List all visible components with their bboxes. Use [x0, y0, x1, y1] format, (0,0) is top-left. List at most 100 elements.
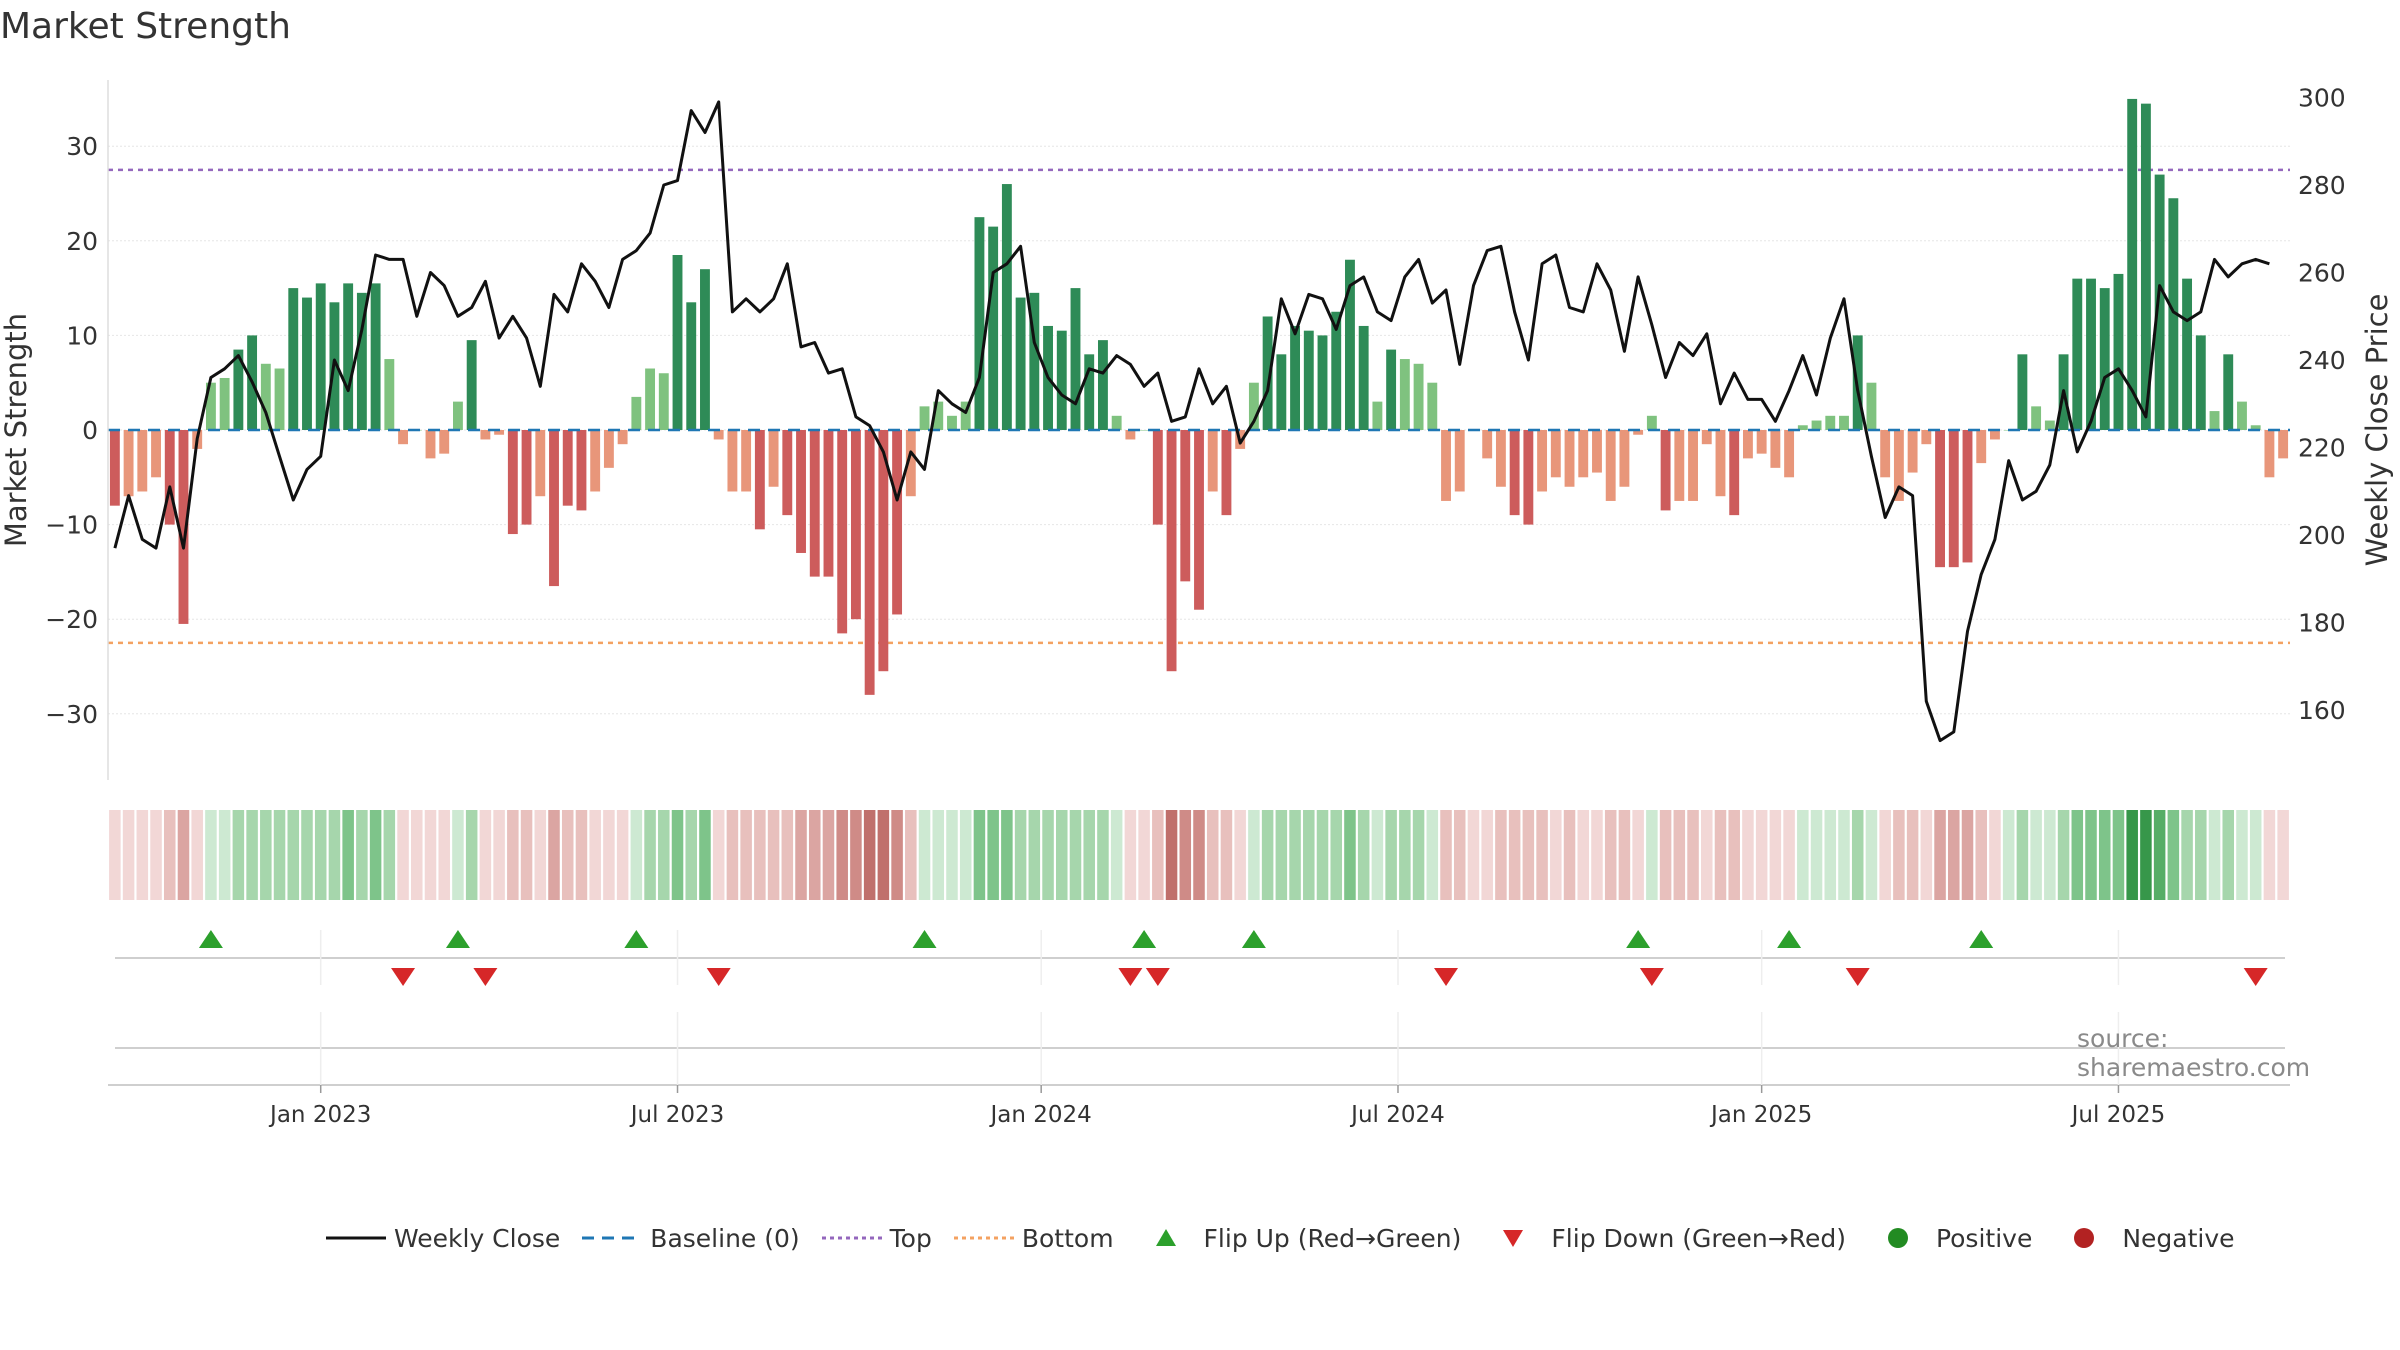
legend-item: Weekly Close	[326, 1223, 560, 1253]
heat-cell	[699, 810, 711, 900]
strength-bar	[1701, 430, 1712, 445]
strength-bar	[384, 359, 395, 430]
strength-bar	[1427, 382, 1438, 430]
strength-bar	[2113, 273, 2124, 430]
heat-cell	[1028, 810, 1041, 900]
strength-bar	[1029, 292, 1040, 430]
strength-bar	[2209, 411, 2220, 430]
heat-cell	[356, 810, 368, 900]
heat-cell	[479, 810, 492, 900]
heat-cell	[1797, 810, 1809, 900]
heat-cell	[959, 810, 972, 900]
heat-cell	[1001, 810, 1013, 900]
heat-cell	[1234, 810, 1246, 900]
strength-bar	[205, 382, 216, 430]
strength-bar	[1921, 430, 1932, 445]
heat-cell	[507, 810, 519, 900]
heat-cell	[1138, 810, 1150, 900]
heat-cell	[561, 810, 574, 900]
flip-up-marker	[1241, 930, 1266, 948]
strength-bar	[370, 283, 381, 430]
heat-cell	[1687, 810, 1699, 900]
strength-bar	[439, 430, 450, 454]
axes: Market Strength Weekly Close Price 30 20 1…	[0, 80, 2394, 780]
strength-bar	[576, 430, 587, 511]
strength-bar	[1674, 430, 1685, 501]
heat-cell	[2222, 810, 2235, 900]
heat-cell	[1083, 810, 1095, 900]
strength-bar	[727, 430, 738, 492]
strength-bar	[398, 430, 408, 445]
strength-bar	[1811, 420, 1822, 430]
heat-cell	[1152, 810, 1164, 900]
strength-bar	[1605, 430, 1616, 501]
flip-up-marker	[1777, 930, 1802, 948]
heat-cell	[177, 810, 190, 900]
y2-tick-label: 200	[2298, 521, 2346, 550]
strength-bar	[2099, 288, 2110, 430]
flip-up-marker	[1132, 930, 1157, 948]
strength-bar	[288, 288, 299, 430]
heat-cell	[314, 810, 327, 900]
heat-cell	[1550, 810, 1562, 900]
heat-cell	[1110, 810, 1123, 900]
strength-bar	[617, 430, 628, 445]
heat-cell	[2195, 810, 2207, 900]
heat-cell	[2140, 810, 2152, 900]
heat-cell	[1536, 810, 1548, 900]
heat-cell	[1124, 810, 1137, 900]
strength-bar	[2223, 354, 2234, 430]
heat-cell	[465, 810, 478, 900]
heat-cell	[644, 810, 656, 900]
strength-bar	[1976, 430, 1987, 464]
heat-cell	[1220, 810, 1233, 900]
strength-bar	[315, 283, 326, 430]
strength-bar	[164, 430, 175, 525]
flip-up-marker	[1626, 930, 1651, 948]
strength-bar	[1303, 330, 1314, 430]
y-tick-label: 20	[66, 227, 98, 256]
strength-bar	[1372, 401, 1383, 430]
strength-bar	[1893, 430, 1904, 501]
strength-bar	[2264, 430, 2275, 478]
strength-bar	[2044, 420, 2055, 430]
strength-bar	[1207, 430, 1218, 492]
strength-bar	[137, 430, 148, 492]
heat-cell	[2208, 810, 2221, 900]
legend-symbol-icon	[582, 1223, 643, 1253]
strength-bar	[1550, 430, 1561, 478]
flip-up-marker	[912, 930, 937, 948]
heat-cell	[1989, 810, 2001, 900]
heat-cell	[1206, 810, 1219, 900]
strength-bar	[1056, 330, 1067, 430]
y2-tick-label: 160	[2298, 696, 2346, 725]
heat-cell	[712, 810, 725, 900]
heat-cell	[369, 810, 382, 900]
heat-cell	[2085, 810, 2097, 900]
threshold-lines	[108, 168, 2290, 645]
heat-cell	[1357, 810, 1370, 900]
x-tick-label: Jul 2024	[1349, 1102, 1445, 1128]
strength-bar	[535, 430, 546, 497]
heat-cell	[1783, 810, 1795, 900]
heat-cell	[493, 810, 505, 900]
strength-bars	[109, 98, 2289, 695]
heat-cell	[767, 810, 780, 900]
strength-bar	[260, 363, 271, 430]
legend-symbol-icon	[821, 1223, 882, 1253]
heat-cell	[1344, 810, 1356, 900]
strength-bar	[933, 401, 944, 430]
strength-bar	[1935, 430, 1945, 568]
strength-bar	[645, 368, 656, 430]
strength-bar	[233, 349, 244, 430]
strength-bar	[700, 269, 710, 430]
heat-cell	[1604, 810, 1617, 900]
heat-cell	[2002, 810, 2015, 900]
heat-cell	[905, 810, 917, 900]
heat-cell	[411, 810, 423, 900]
heat-cell	[2249, 810, 2262, 900]
strength-bar	[1276, 354, 1287, 430]
heat-cell	[616, 810, 629, 900]
legend-label: Bottom	[1021, 1223, 1114, 1253]
